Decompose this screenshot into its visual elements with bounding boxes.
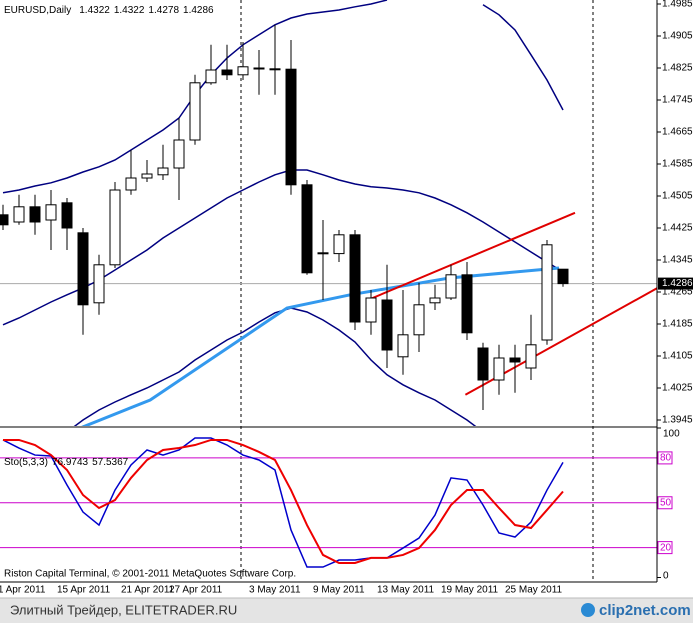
candle-body xyxy=(461,274,473,334)
trend-line xyxy=(367,211,576,301)
y-tick-label: 1.4185 xyxy=(662,319,693,330)
indicator-signal: 57.5367 xyxy=(92,457,129,468)
y-tick-label: 1.3945 xyxy=(662,415,693,426)
candle-body xyxy=(109,189,121,266)
candle-body xyxy=(413,304,425,336)
ohlc-low: 1.4278 xyxy=(148,5,179,16)
indicator-tick-label: 0 xyxy=(663,571,669,582)
axes: 1.4985 1.4905 1.4825 1.4745 1.4665 1.4585 1.45… xyxy=(0,0,693,596)
candle-body xyxy=(221,69,233,76)
candle-body xyxy=(333,234,345,255)
candle-body xyxy=(317,252,329,255)
level-label: 50 xyxy=(660,497,672,508)
candle-body xyxy=(13,206,25,223)
candle-body xyxy=(365,297,377,323)
candle-body xyxy=(93,264,105,304)
candle-body xyxy=(397,334,409,358)
level-label-box xyxy=(657,451,673,465)
candle-body xyxy=(381,299,393,351)
y-tick-label: 1.4905 xyxy=(662,31,693,42)
copyright: Riston Capital Terminal, © 2001-2011 Met… xyxy=(4,569,296,580)
candle-body xyxy=(477,347,489,381)
x-tick-label: 13 May 2011 xyxy=(377,585,435,596)
stochastic-panel xyxy=(0,437,657,568)
candle-body xyxy=(429,297,441,304)
indicator-name: Sto(5,3,3) xyxy=(4,457,48,468)
candle-body xyxy=(237,66,249,76)
level-label: 20 xyxy=(660,542,672,553)
candle-body xyxy=(301,184,313,274)
y-tick-label: 1.4585 xyxy=(662,159,693,170)
indicator-title: Sto(5,3,3) 76.9743 57.5367 xyxy=(4,457,129,468)
x-tick-label: 21 Apr 2011 xyxy=(121,585,175,596)
price-panel xyxy=(0,0,657,426)
level-label-box xyxy=(657,496,673,510)
candle-body xyxy=(125,177,137,191)
y-tick-label: 1.4985 xyxy=(662,0,693,10)
footer-bar xyxy=(0,598,693,623)
candle-body xyxy=(45,204,57,221)
candle-body xyxy=(525,344,537,369)
stochastic-line xyxy=(3,438,564,565)
x-tick-label: 15 Apr 2011 xyxy=(57,585,111,596)
x-tick-label: 9 May 2011 xyxy=(313,585,365,596)
y-tick-label: 1.4665 xyxy=(662,127,693,138)
candle-body xyxy=(141,173,153,179)
candle-body xyxy=(29,206,41,223)
candle-body xyxy=(285,68,297,186)
footer-logo: clip2net.com xyxy=(599,602,691,619)
candle-body xyxy=(157,167,169,176)
candle-body xyxy=(493,357,505,381)
footer-text: Элитный Трейдер, ELITETRADER.RU xyxy=(10,602,237,617)
y-tick-label: 1.4425 xyxy=(662,223,693,234)
price-label: 1.4286 xyxy=(662,278,693,289)
indicator-main: 76.9743 xyxy=(52,457,89,468)
candle-body xyxy=(269,68,281,71)
x-tick-label: 27 Apr 2011 xyxy=(169,585,223,596)
candle-body xyxy=(349,234,361,323)
candle-body xyxy=(189,82,201,141)
candle-body xyxy=(557,268,569,285)
y-tick-label: 1.4105 xyxy=(662,351,693,362)
ohlc-open: 1.4322 xyxy=(79,5,110,16)
ohlc-close: 1.4286 xyxy=(183,5,214,16)
y-tick-label: 1.4345 xyxy=(662,255,693,266)
y-tick-label: 1.4745 xyxy=(662,95,693,106)
x-tick-label: 25 May 2011 xyxy=(505,585,563,596)
level-label-box xyxy=(657,541,673,555)
ohlc-high: 1.4322 xyxy=(114,5,145,16)
indicator-tick-label: 100 xyxy=(663,429,680,440)
candle-body xyxy=(77,232,89,306)
level-label: 80 xyxy=(660,453,672,464)
price-label-box xyxy=(658,277,693,290)
logo-icon xyxy=(581,603,595,617)
y-tick-label: 1.4505 xyxy=(662,191,693,202)
candle-body xyxy=(205,69,217,84)
candle-body xyxy=(445,274,457,299)
candle-body xyxy=(0,214,9,226)
candle-body xyxy=(509,357,521,363)
x-tick-label: 11 Apr 2011 xyxy=(0,585,46,596)
candle-body xyxy=(61,202,73,229)
y-tick-label: 1.4265 xyxy=(662,287,693,298)
y-tick-label: 1.4025 xyxy=(662,383,693,394)
symbol: EURUSD,Daily xyxy=(4,5,71,16)
stochastic-line xyxy=(2,437,564,568)
x-tick-label: 19 May 2011 xyxy=(441,585,499,596)
candle-body xyxy=(253,67,265,70)
chart-title: EURUSD,Daily 1.4322 1.4322 1.4278 1.4286 xyxy=(4,5,214,16)
x-tick-label: 3 May 2011 xyxy=(249,585,301,596)
band-line xyxy=(73,307,477,426)
y-tick-label: 1.4825 xyxy=(662,63,693,74)
candle-body xyxy=(541,244,553,341)
candle-body xyxy=(173,139,185,169)
